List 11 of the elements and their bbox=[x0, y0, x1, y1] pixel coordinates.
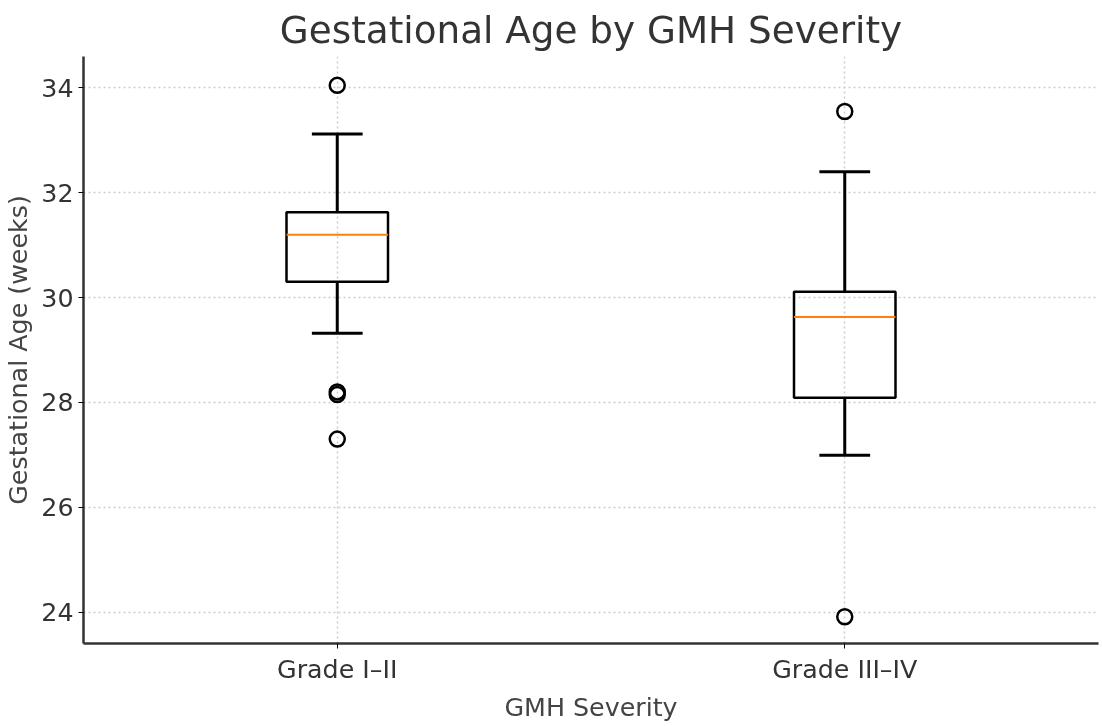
y-tick-label: 28 bbox=[41, 387, 74, 418]
y-tick-label: 30 bbox=[41, 282, 74, 313]
chart-title: Gestational Age by GMH Severity bbox=[279, 7, 903, 52]
y-tick-label: 24 bbox=[41, 597, 74, 628]
x-axis-title: GMH Severity bbox=[504, 691, 678, 722]
y-tick-label: 26 bbox=[41, 492, 74, 523]
y-axis-title: Gestational Age (weeks) bbox=[3, 195, 34, 505]
x-tick-label: Grade I–II bbox=[277, 653, 398, 684]
y-tick-label: 32 bbox=[41, 177, 74, 208]
y-tick-label: 34 bbox=[41, 72, 74, 103]
x-tick-label: Grade III–IV bbox=[772, 653, 918, 684]
